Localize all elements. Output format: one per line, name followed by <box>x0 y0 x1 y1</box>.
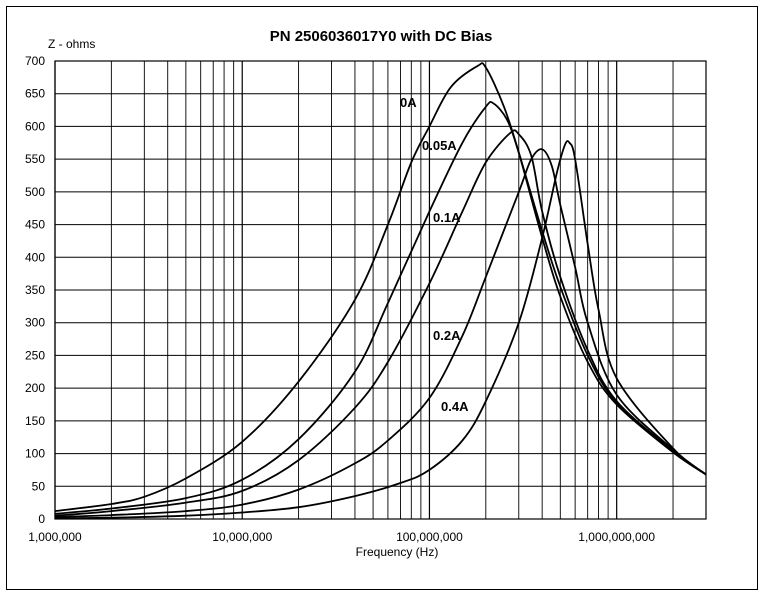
x-tick-label: 1,000,000 <box>28 530 82 544</box>
y-tick-label: 50 <box>32 479 46 493</box>
chart-title: PN 2506036017Y0 with DC Bias <box>270 28 493 45</box>
x-tick-label: 10,000,000 <box>212 530 272 544</box>
x-axis-label: Frequency (Hz) <box>356 545 439 559</box>
y-axis-label: Z - ohms <box>48 37 95 51</box>
y-tick-label: 550 <box>25 152 45 166</box>
plot-area-border <box>54 60 707 520</box>
y-tick-label: 650 <box>25 87 45 101</box>
y-tick-label: 700 <box>25 54 45 68</box>
y-tick-label: 250 <box>25 348 45 362</box>
plot-border <box>54 60 707 520</box>
y-tick-label: 100 <box>25 447 45 461</box>
chart-frame <box>6 6 758 590</box>
series-lines <box>54 62 707 520</box>
x-tick-label: 100,000,000 <box>396 530 463 544</box>
series-label: 0A <box>400 95 417 110</box>
x-tick-label: 1,000,000,000 <box>578 530 655 544</box>
grid <box>54 60 707 520</box>
x-tick-labels: 1,000,000 10,000,000 100,000,000 1,000,000,… <box>28 530 655 544</box>
series-label: 0.2A <box>433 328 461 343</box>
series-label: 0.1A <box>433 210 461 225</box>
series-line-0A <box>54 62 707 512</box>
y-tick-label: 200 <box>25 381 45 395</box>
y-tick-label: 0 <box>38 512 45 526</box>
y-tick-label: 300 <box>25 316 45 330</box>
y-tick-label: 150 <box>25 414 45 428</box>
y-tick-label: 350 <box>25 283 45 297</box>
y-tick-label: 450 <box>25 218 45 232</box>
y-tick-label: 600 <box>25 119 45 133</box>
y-tick-labels: 0 50 100 150 200 250 300 350 400 450 500 550 600 650 7… <box>25 54 45 526</box>
series-label: 0.05A <box>422 138 457 153</box>
series-line-0-4A <box>54 140 707 520</box>
y-tick-label: 400 <box>25 250 45 264</box>
series-label: 0.4A <box>441 399 469 414</box>
series-line-0-1A <box>54 129 707 517</box>
series-annotations: 0A 0.05A 0.1A 0.2A 0.4A <box>400 95 469 414</box>
y-tick-label: 500 <box>25 185 45 199</box>
series-line-0-05A <box>54 100 707 515</box>
series-line-0-2A <box>54 148 707 518</box>
